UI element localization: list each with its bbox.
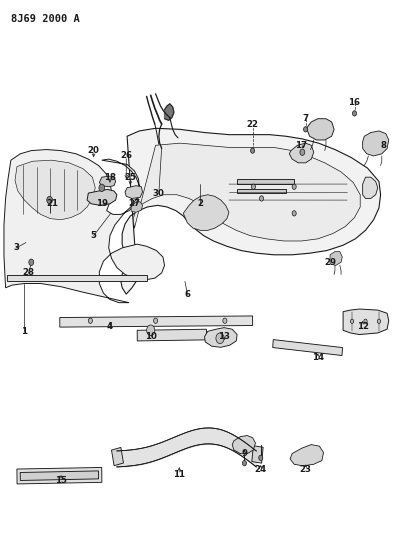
Polygon shape [4, 150, 164, 303]
Text: 17: 17 [295, 141, 308, 150]
Text: 5: 5 [91, 231, 97, 240]
Text: 4: 4 [107, 321, 113, 330]
Polygon shape [232, 435, 256, 454]
Text: 16: 16 [348, 98, 360, 107]
Circle shape [99, 184, 105, 191]
Text: 23: 23 [299, 465, 312, 474]
Polygon shape [137, 329, 207, 341]
Circle shape [353, 111, 357, 116]
Circle shape [252, 184, 256, 189]
Polygon shape [252, 446, 263, 463]
Circle shape [146, 325, 155, 336]
Polygon shape [7, 275, 147, 281]
Polygon shape [290, 445, 324, 466]
Polygon shape [306, 119, 334, 140]
Circle shape [303, 127, 308, 132]
Circle shape [259, 455, 263, 461]
Text: 22: 22 [247, 119, 258, 128]
Text: 18: 18 [104, 173, 116, 182]
Circle shape [378, 319, 381, 324]
Polygon shape [204, 328, 237, 348]
Polygon shape [289, 143, 314, 163]
Polygon shape [273, 340, 343, 356]
Text: 28: 28 [22, 269, 34, 277]
Polygon shape [133, 143, 360, 241]
Circle shape [260, 196, 264, 201]
Polygon shape [20, 471, 99, 480]
Text: 19: 19 [96, 199, 108, 208]
Polygon shape [363, 177, 378, 198]
Polygon shape [15, 160, 95, 220]
Circle shape [351, 319, 354, 324]
Polygon shape [237, 189, 286, 193]
Text: 24: 24 [255, 465, 267, 474]
Text: 3: 3 [13, 244, 19, 253]
Text: 25: 25 [124, 173, 136, 182]
Circle shape [300, 149, 305, 156]
Polygon shape [125, 185, 143, 198]
Circle shape [243, 461, 247, 466]
Polygon shape [164, 104, 174, 120]
Text: 14: 14 [312, 353, 324, 362]
Circle shape [292, 211, 296, 216]
Polygon shape [17, 467, 102, 484]
Text: 8J69 2000 A: 8J69 2000 A [11, 14, 80, 24]
Text: 15: 15 [55, 476, 67, 484]
Text: 9: 9 [241, 449, 247, 458]
Text: 6: 6 [184, 289, 190, 298]
Text: 1: 1 [21, 327, 27, 336]
Polygon shape [112, 447, 124, 466]
Text: 10: 10 [145, 332, 157, 341]
Circle shape [153, 318, 157, 324]
Polygon shape [237, 179, 294, 183]
Text: 26: 26 [120, 151, 132, 160]
Text: 20: 20 [88, 146, 99, 155]
Circle shape [88, 318, 92, 324]
Polygon shape [121, 128, 381, 294]
Polygon shape [60, 316, 253, 327]
Text: 30: 30 [153, 189, 165, 198]
Text: 7: 7 [303, 114, 309, 123]
Text: 12: 12 [357, 321, 369, 330]
Circle shape [364, 319, 367, 324]
Text: 13: 13 [218, 332, 230, 341]
Polygon shape [330, 252, 342, 265]
Circle shape [223, 318, 227, 324]
Circle shape [251, 148, 255, 154]
Circle shape [216, 333, 224, 344]
Circle shape [292, 184, 296, 189]
Polygon shape [99, 176, 116, 187]
Polygon shape [343, 309, 389, 335]
Text: 11: 11 [173, 471, 185, 479]
Text: 29: 29 [324, 258, 336, 266]
Text: 8: 8 [380, 141, 386, 150]
Polygon shape [363, 131, 389, 156]
Text: 21: 21 [47, 199, 59, 208]
Text: 2: 2 [198, 199, 203, 208]
Circle shape [29, 259, 34, 265]
Polygon shape [131, 201, 143, 212]
Circle shape [47, 196, 52, 204]
Text: 27: 27 [128, 199, 140, 208]
Polygon shape [183, 195, 229, 230]
Polygon shape [87, 189, 117, 205]
